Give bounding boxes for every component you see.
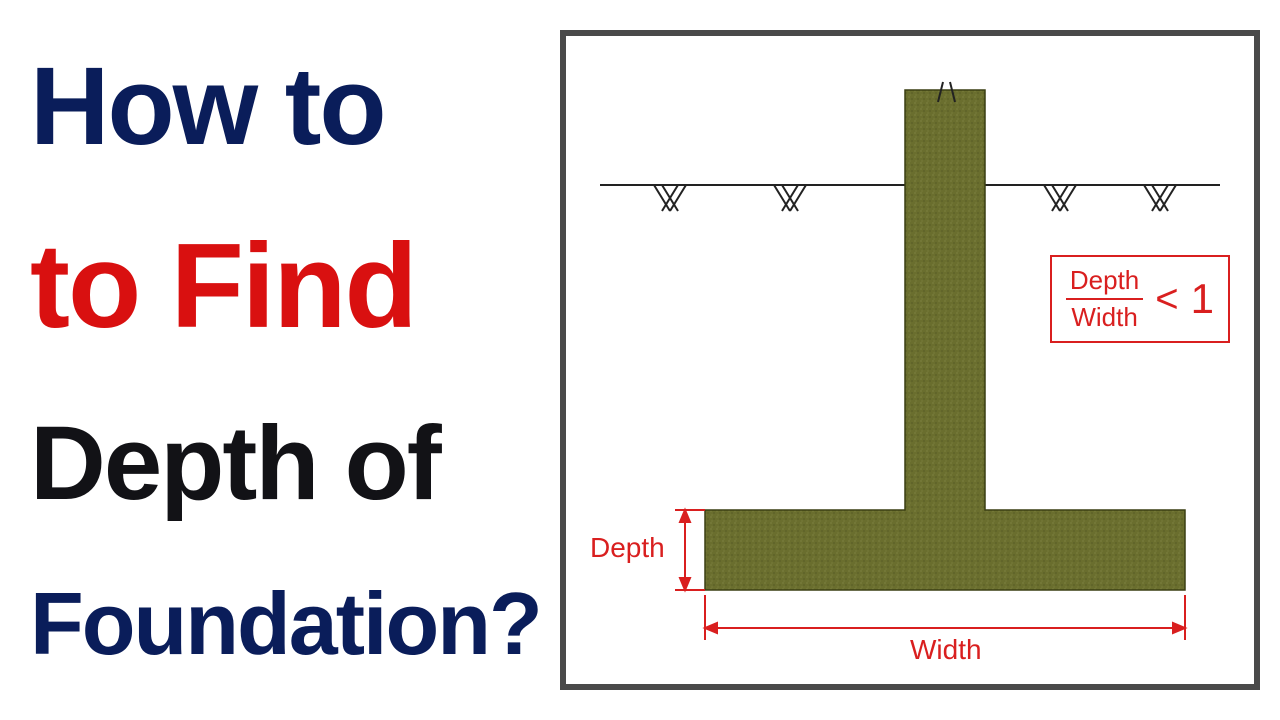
depth-label: Depth: [590, 532, 665, 564]
formula-box: Depth Width < 1: [1050, 255, 1230, 343]
title-line-3: Depth of: [30, 411, 545, 516]
formula-denominator: Width: [1071, 300, 1137, 333]
formula-operator: <: [1155, 277, 1178, 322]
foundation-diagram: [560, 30, 1260, 690]
formula-numerator: Depth: [1066, 265, 1143, 300]
depth-dimension: [675, 510, 705, 590]
formula-rhs: 1: [1191, 275, 1214, 323]
formula-fraction: Depth Width: [1066, 265, 1143, 333]
title-line-1: How to: [30, 52, 545, 162]
diagram-panel: Depth Width Depth Width < 1: [560, 30, 1260, 690]
title-line-2: to Find: [30, 226, 545, 346]
title-line-4: Foundation?: [30, 580, 545, 668]
width-label: Width: [910, 634, 982, 666]
title-panel: How to to Find Depth of Foundation?: [0, 0, 555, 720]
